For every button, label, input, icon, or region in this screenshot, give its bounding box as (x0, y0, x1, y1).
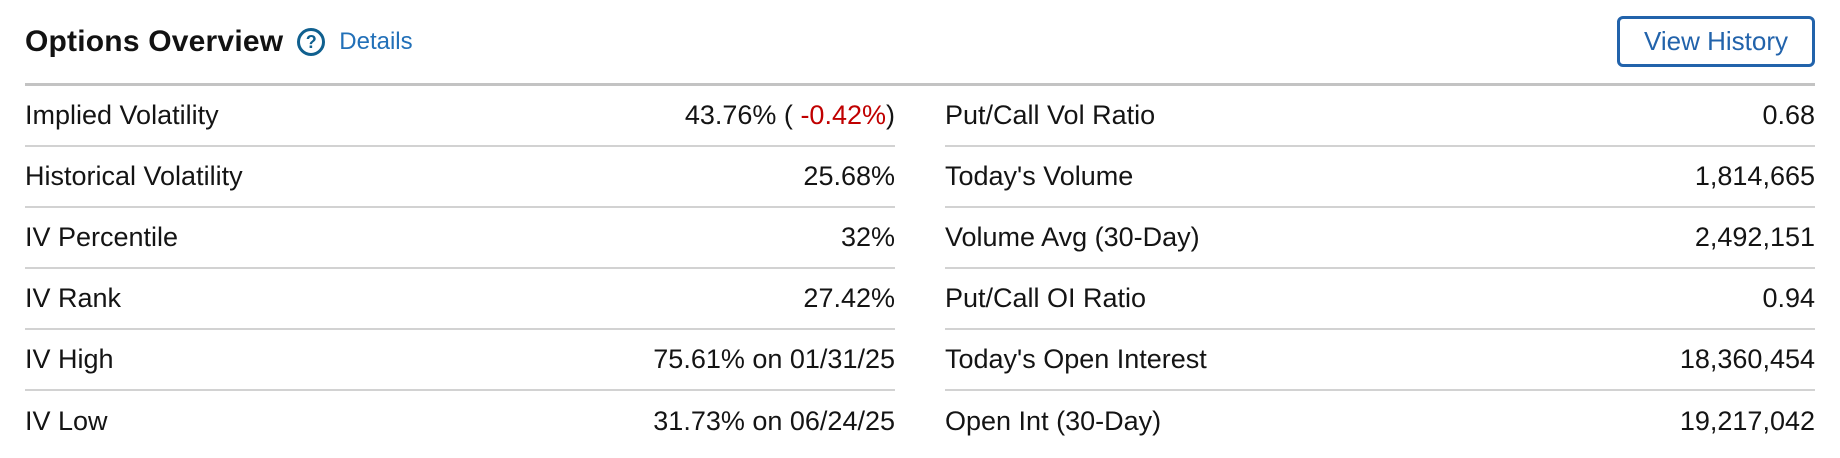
value-change-negative: -0.42% (800, 100, 886, 130)
table-row: Historical Volatility 25.68% (25, 147, 895, 208)
table-row: Implied Volatility 43.76% ( -0.42%) (25, 86, 895, 147)
row-label: IV Low (25, 406, 108, 436)
row-label: IV Percentile (25, 222, 179, 252)
row-label: Implied Volatility (25, 100, 219, 130)
row-label: IV High (25, 344, 114, 374)
row-label: Today's Volume (945, 161, 1134, 191)
table-row: Today's Open Interest 18,360,454 (945, 330, 1815, 391)
row-label: Open Int (30-Day) (945, 406, 1162, 436)
row-value: 18,360,454 (1679, 344, 1815, 374)
options-stats-table: Implied Volatility 43.76% ( -0.42%) Hist… (25, 86, 1815, 452)
row-value: 0.68 (1762, 100, 1815, 130)
table-row: Put/Call OI Ratio 0.94 (945, 269, 1815, 330)
row-label: Historical Volatility (25, 161, 243, 191)
header-left-group: Options Overview ? Details (25, 25, 413, 59)
table-row: IV Rank 27.42% (25, 269, 895, 330)
row-label: Volume Avg (30-Day) (945, 222, 1200, 252)
row-value: 75.61% on 01/31/25 (653, 344, 895, 374)
table-row: Put/Call Vol Ratio 0.68 (945, 86, 1815, 147)
row-label: IV Rank (25, 283, 122, 313)
page-title: Options Overview (25, 24, 284, 58)
row-value: 25.68% (803, 161, 895, 191)
help-icon[interactable]: ? (297, 27, 326, 56)
row-value: 1,814,665 (1694, 161, 1815, 191)
row-value: 27.42% (803, 283, 895, 313)
value-main: 43.76% ( (684, 100, 801, 130)
table-row: Volume Avg (30-Day) 2,492,151 (945, 208, 1815, 269)
row-value: 43.76% ( -0.42%) (685, 100, 895, 131)
row-value: 19,217,042 (1679, 406, 1815, 436)
value-close-paren: ) (886, 100, 895, 130)
row-label: Put/Call Vol Ratio (945, 100, 1156, 130)
row-label: Today's Open Interest (945, 344, 1207, 374)
table-row: Today's Volume 1,814,665 (945, 147, 1815, 208)
panel-header: Options Overview ? Details View History (25, 0, 1815, 86)
row-value: 0.94 (1762, 283, 1815, 313)
table-row: Open Int (30-Day) 19,217,042 (945, 391, 1815, 452)
table-row: IV Percentile 32% (25, 208, 895, 269)
table-row: IV High 75.61% on 01/31/25 (25, 330, 895, 391)
row-value: 32% (840, 222, 895, 252)
right-column: Put/Call Vol Ratio 0.68 Today's Volume 1… (945, 86, 1815, 452)
row-value: 2,492,151 (1694, 222, 1815, 252)
left-column: Implied Volatility 43.76% ( -0.42%) Hist… (25, 86, 895, 452)
row-label: Put/Call OI Ratio (945, 283, 1147, 313)
table-row: IV Low 31.73% on 06/24/25 (25, 391, 895, 452)
view-history-button[interactable]: View History (1616, 15, 1815, 68)
details-link[interactable]: Details (339, 27, 413, 55)
row-value: 31.73% on 06/24/25 (653, 406, 895, 436)
